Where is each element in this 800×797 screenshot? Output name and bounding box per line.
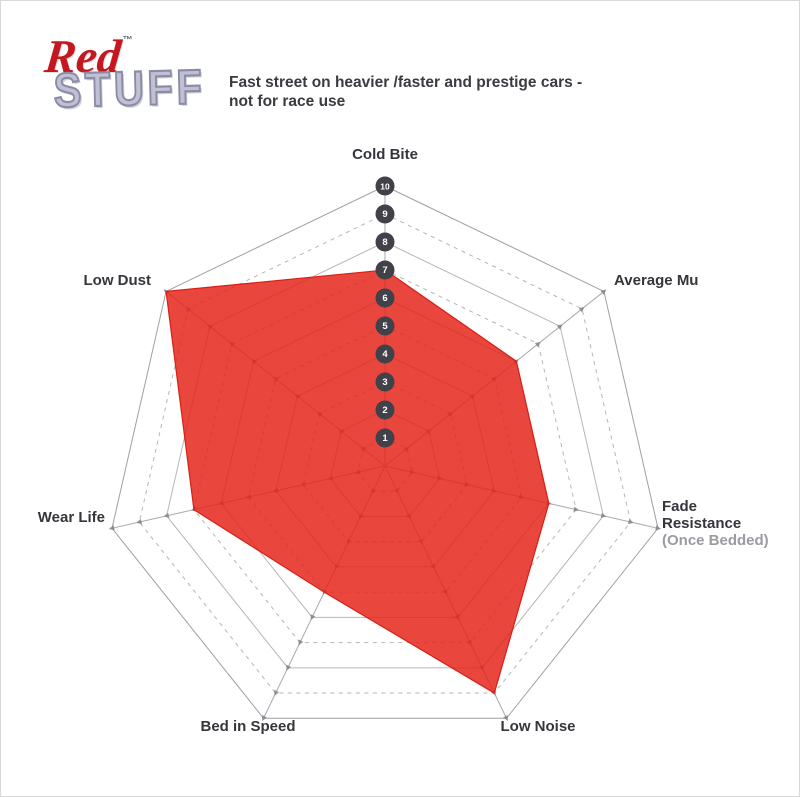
subtitle-line-1: Fast street on heavier /faster and prest… — [229, 74, 583, 91]
scale-badge-9 — [375, 204, 395, 224]
spoke-tick-arrow — [600, 512, 607, 518]
scale-badge-2 — [375, 400, 395, 420]
axis-label-average-mu: Average Mu — [614, 272, 699, 289]
scale-badge-label-2: 2 — [382, 405, 387, 416]
spoke-tick-arrow — [627, 519, 634, 525]
scale-badge-4 — [375, 344, 395, 364]
scale-badge-label-1: 1 — [382, 433, 388, 444]
scale-badge-label-10: 10 — [380, 182, 390, 192]
axis-label-bed-in-speed: Bed in Speed — [200, 718, 296, 735]
scale-badge-10 — [375, 176, 395, 196]
radar-ring-7 — [193, 269, 577, 644]
fade-label-line-2: Resistance — [662, 515, 742, 532]
scale-badge-5 — [375, 316, 395, 336]
spoke-tick-arrow — [573, 506, 580, 512]
axis-label-low-dust: Low Dust — [83, 272, 152, 289]
scale-badge-7 — [375, 260, 395, 280]
scale-badge-label-5: 5 — [382, 321, 388, 332]
spoke-tick-arrow — [534, 341, 541, 348]
scale-badge-1 — [375, 428, 395, 448]
scale-badge-3 — [375, 372, 395, 392]
redstuff-logo: Red™ STUFF — [42, 31, 215, 119]
axis-label-fade-resistance: Fade Resistance (Once Bedded) — [662, 498, 797, 549]
chart-subtitle: Fast street on heavier /faster and prest… — [229, 73, 689, 111]
spoke-tick-arrow — [556, 324, 563, 330]
spoke-tick-arrow — [655, 525, 662, 531]
spoke-tick-arrow — [310, 614, 316, 621]
scale-badge-label-8: 8 — [382, 237, 387, 248]
spoke-tick-arrow — [136, 519, 143, 525]
scale-badge-label-6: 6 — [382, 293, 387, 304]
scale-badge-label-7: 7 — [382, 265, 387, 276]
scale-badge-label-4: 4 — [382, 349, 388, 360]
axis-label-wear-life: Wear Life — [37, 509, 105, 526]
trademark-symbol: ™ — [122, 35, 133, 46]
scale-badge-label-9: 9 — [382, 209, 387, 220]
fade-label-line-1: Fade — [662, 498, 698, 515]
spoke-tick-arrow — [578, 306, 585, 313]
spoke-tick-arrow — [286, 664, 292, 671]
spoke-tick-arrow — [108, 525, 115, 531]
spoke-tick-arrow — [274, 689, 279, 696]
scale-badge-6 — [375, 288, 395, 308]
spoke-tick-arrow — [262, 715, 267, 722]
data-polygon — [165, 269, 550, 694]
axis-label-low-noise: Low Noise — [500, 718, 576, 735]
spoke-tick-arrow — [503, 715, 508, 722]
axis-label-cold-bite: Cold Bite — [352, 146, 418, 163]
spoke-tick-arrow — [163, 512, 170, 518]
radar-ring-10 — [111, 185, 659, 719]
spoke-tick-arrow — [600, 289, 607, 295]
scale-badge-8 — [375, 232, 395, 252]
fade-label-line-3: (Once Bedded) — [662, 532, 769, 549]
spoke-tick-arrow — [298, 639, 304, 646]
scale-badge-label-3: 3 — [382, 377, 387, 388]
subtitle-line-2: not for race use — [229, 93, 346, 110]
